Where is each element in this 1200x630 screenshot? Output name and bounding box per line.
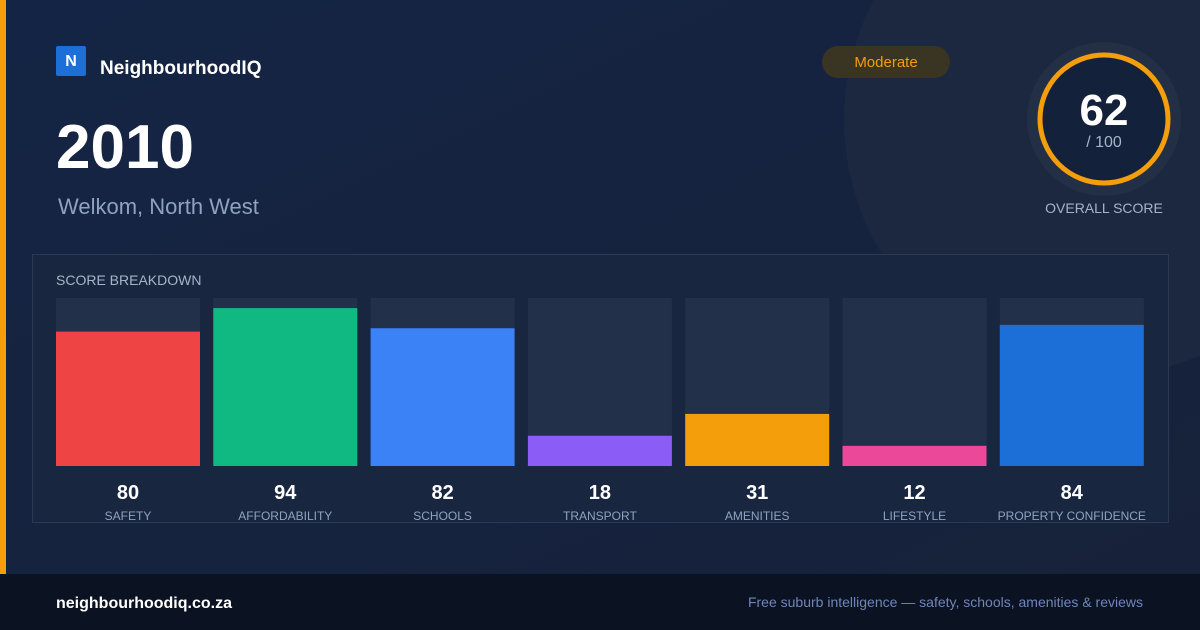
value-label: 84 [1061,482,1084,504]
footer-bar [0,574,1200,630]
category-label: LIFESTYLE [883,509,946,523]
accent-strip [0,0,6,574]
footer-tagline: Free suburb intelligence — safety, schoo… [748,594,1143,610]
category-label: TRANSPORT [563,509,637,523]
bar [999,324,1144,466]
score-label: OVERALL SCORE [1045,200,1163,216]
badge [822,46,950,78]
bar-track [842,298,987,466]
logo-letter: N [65,53,77,70]
value-label: 31 [746,482,768,504]
logo [56,46,86,76]
value-label: 80 [117,482,139,504]
bar [213,308,358,466]
value-label: 94 [274,482,297,504]
category-label: AFFORDABILITY [238,509,332,523]
score-ring [1037,52,1171,186]
bar [685,413,830,466]
category-label: SAFETY [105,509,152,523]
value-label: 18 [589,482,611,504]
bar [370,328,515,466]
value-label: 82 [431,482,453,504]
title: 2010 [56,113,194,182]
breakdown-title: SCORE BREAKDOWN [56,272,201,288]
bar [527,435,672,466]
bar [56,331,200,466]
badge-text: Moderate [854,54,917,71]
category-label: PROPERTY CONFIDENCE [998,509,1146,523]
footer-site: neighbourhoodiq.co.za [56,595,232,612]
category-label: AMENITIES [725,509,790,523]
bar [842,445,987,466]
score-max: / 100 [1086,134,1122,151]
value-label: 12 [903,482,925,504]
score-value: 62 [1080,86,1129,135]
subtitle: Welkom, North West [58,194,259,219]
brand: NeighbourhoodIQ [100,58,261,79]
category-label: SCHOOLS [413,509,472,523]
